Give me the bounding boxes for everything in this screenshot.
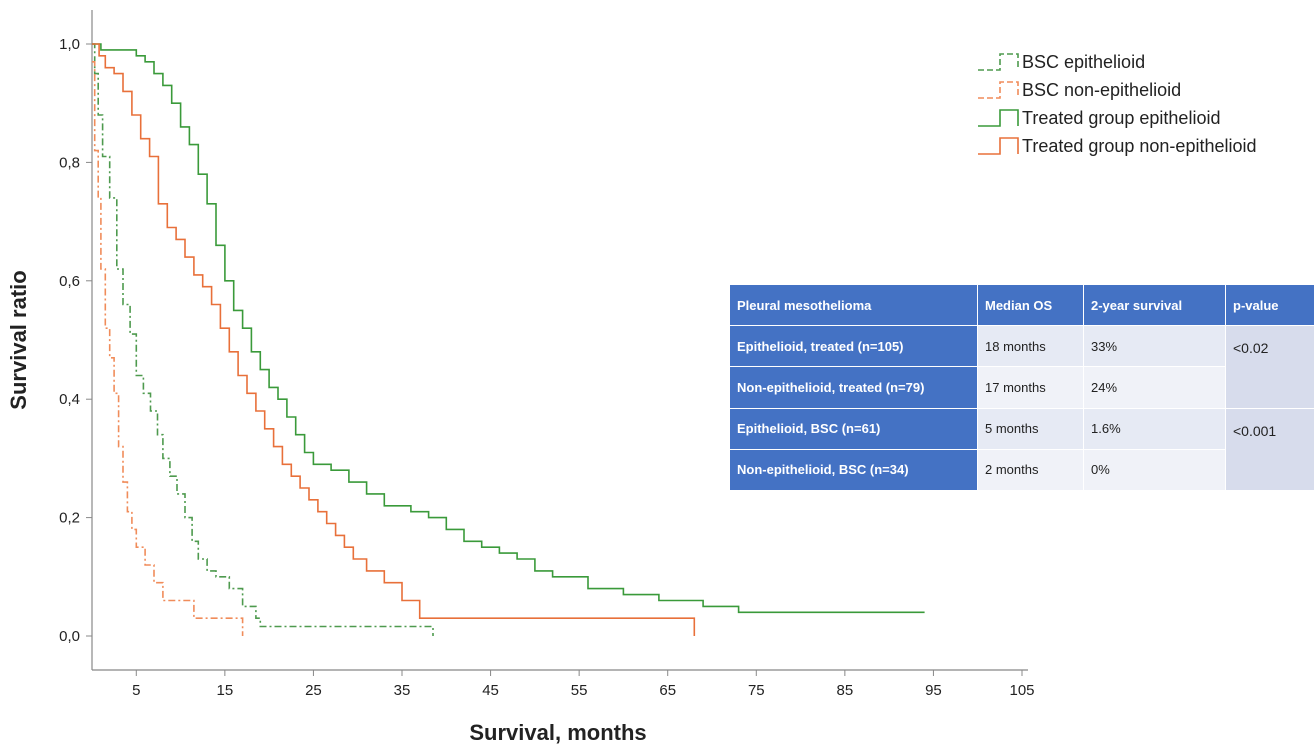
x-tick-label: 85 [837, 682, 854, 699]
legend: BSC epithelioid BSC non-epithelioid Treate… [978, 52, 1257, 156]
x-tick-label: 105 [1009, 682, 1034, 699]
row-two-year-survival: 33% [1083, 324, 1226, 368]
row-group: Non-epithelioid, treated (n=79) [729, 366, 978, 409]
row-two-year-survival: 1.6% [1083, 407, 1226, 450]
x-tick-label: 55 [571, 682, 588, 699]
legend-symbol [978, 53, 1019, 71]
legend-symbol [978, 109, 1019, 127]
legend-label: Treated group non-epithelioid [1022, 136, 1257, 156]
table-row: Non-epithelioid, BSC (n=34) 2 months 0% [729, 448, 1315, 492]
x-axis-title: Survival, months [469, 720, 646, 745]
row-median-os: 18 months [977, 324, 1084, 368]
x-tick-label: 5 [132, 682, 140, 699]
p-value-treated: <0.02 [1225, 325, 1315, 409]
legend-symbol [978, 81, 1019, 99]
series-line-1 [92, 61, 244, 636]
row-group: Non-epithelioid, BSC (n=34) [729, 448, 978, 492]
legend-label: BSC epithelioid [1022, 52, 1145, 72]
x-tick-label: 65 [659, 682, 676, 699]
x-tick-label: 75 [748, 682, 765, 699]
x-tick-label: 15 [217, 682, 234, 699]
row-two-year-survival: 24% [1083, 366, 1226, 409]
row-median-os: 17 months [977, 366, 1084, 409]
survival-summary-table: Pleural mesothelioma Median OS 2-year su… [729, 284, 1315, 492]
p-value-bsc: <0.001 [1225, 407, 1315, 491]
y-tick-label: 0,0 [59, 628, 80, 645]
y-axis-title: Survival ratio [6, 270, 31, 409]
header-group: Pleural mesothelioma [729, 284, 978, 326]
y-tick-label: 1,0 [59, 36, 80, 53]
table-header-row: Pleural mesothelioma Median OS 2-year su… [729, 284, 1315, 326]
series-line-3 [92, 43, 696, 636]
header-p-value: p-value [1225, 284, 1315, 326]
table-row: Epithelioid, treated (n=105) 18 months 3… [729, 324, 1315, 409]
row-median-os: 5 months [977, 407, 1084, 450]
x-tick-label: 35 [394, 682, 411, 699]
y-tick-label: 0,2 [59, 510, 80, 527]
x-tick-label: 95 [925, 682, 942, 699]
legend-symbol [978, 137, 1019, 155]
row-group: Epithelioid, BSC (n=61) [729, 407, 978, 450]
x-tick-label: 25 [305, 682, 322, 699]
x-tick-label: 45 [482, 682, 499, 699]
legend-label: BSC non-epithelioid [1022, 80, 1181, 100]
y-tick-label: 0,8 [59, 154, 80, 171]
series-line-2 [92, 43, 925, 614]
legend-label: Treated group epithelioid [1022, 108, 1220, 128]
series-line-0 [92, 43, 434, 636]
y-tick-label: 0,6 [59, 273, 80, 290]
row-median-os: 2 months [977, 448, 1084, 492]
table-row: Epithelioid, BSC (n=61) 5 months 1.6% <0… [729, 407, 1315, 491]
header-two-year-survival: 2-year survival [1083, 284, 1226, 326]
table-row: Non-epithelioid, treated (n=79) 17 month… [729, 366, 1315, 409]
row-two-year-survival: 0% [1083, 448, 1226, 492]
header-median-os: Median OS [977, 284, 1084, 326]
y-tick-label: 0,4 [59, 391, 80, 408]
row-group: Epithelioid, treated (n=105) [729, 324, 978, 368]
